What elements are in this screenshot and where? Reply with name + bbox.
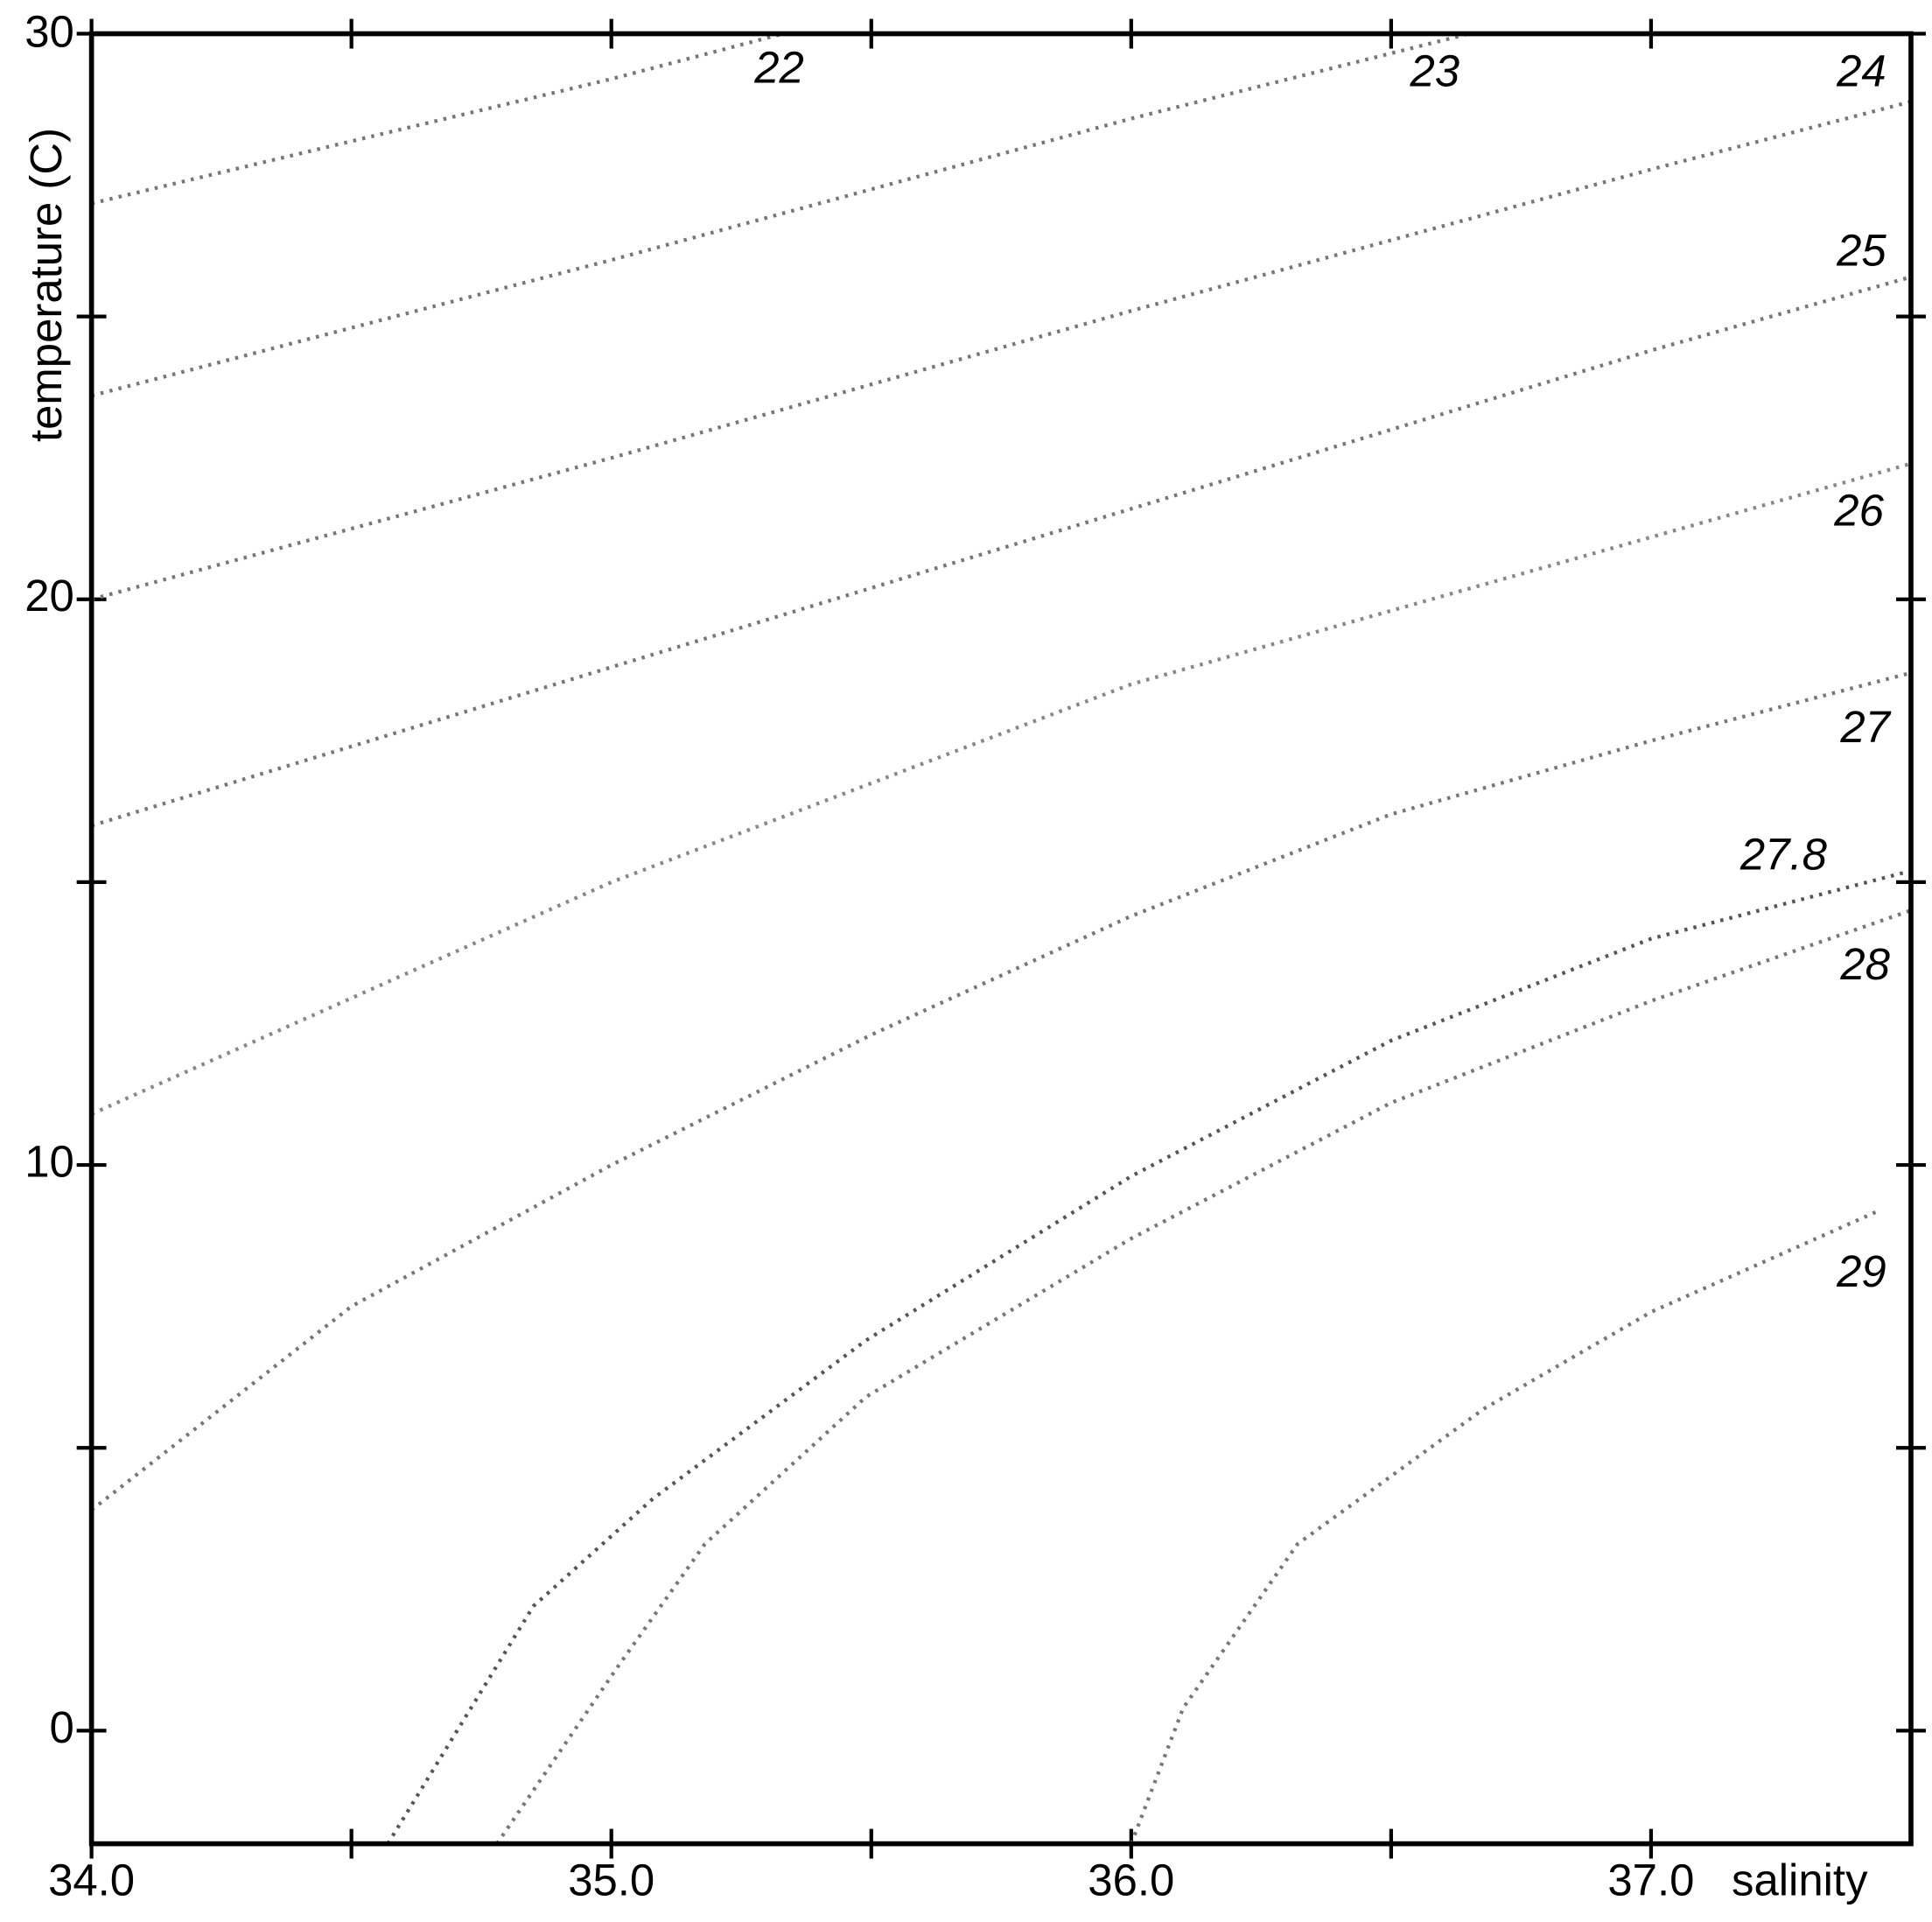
- y-tick-label: 30: [24, 6, 74, 56]
- contour-line: [91, 33, 784, 206]
- contour-label: 28: [1839, 939, 1890, 989]
- y-axis-label: temperature (C): [21, 128, 71, 442]
- contour-line: [91, 461, 1911, 1116]
- contour-label: 27.8: [1740, 829, 1827, 879]
- contour-label: 23: [1409, 46, 1460, 96]
- contour-line: [91, 100, 1911, 601]
- y-tick-label: 0: [50, 1702, 74, 1752]
- x-tick-label: 37.0: [1607, 1855, 1694, 1904]
- contour-label: 26: [1833, 485, 1884, 535]
- contour-line: [495, 908, 1911, 1844]
- y-tick-label: 20: [24, 571, 74, 621]
- contour-label: 24: [1836, 46, 1886, 96]
- contour-line: [91, 275, 1911, 828]
- x-tick-label: 34.0: [48, 1855, 135, 1904]
- contour-label: 22: [753, 42, 804, 92]
- contour-line: [91, 670, 1911, 1512]
- x-axis-label: salinity: [1732, 1855, 1868, 1904]
- x-tick-label: 35.0: [568, 1855, 654, 1904]
- contour-label: 29: [1836, 1246, 1886, 1296]
- contour-label: 27: [1839, 702, 1891, 752]
- contour-line: [1129, 1208, 1881, 1844]
- x-tick-label: 36.0: [1088, 1855, 1174, 1904]
- plot-frame: [88, 31, 1914, 1847]
- y-tick-label: 10: [24, 1137, 74, 1187]
- contour-line: [386, 868, 1911, 1844]
- contour-label: 25: [1836, 226, 1886, 276]
